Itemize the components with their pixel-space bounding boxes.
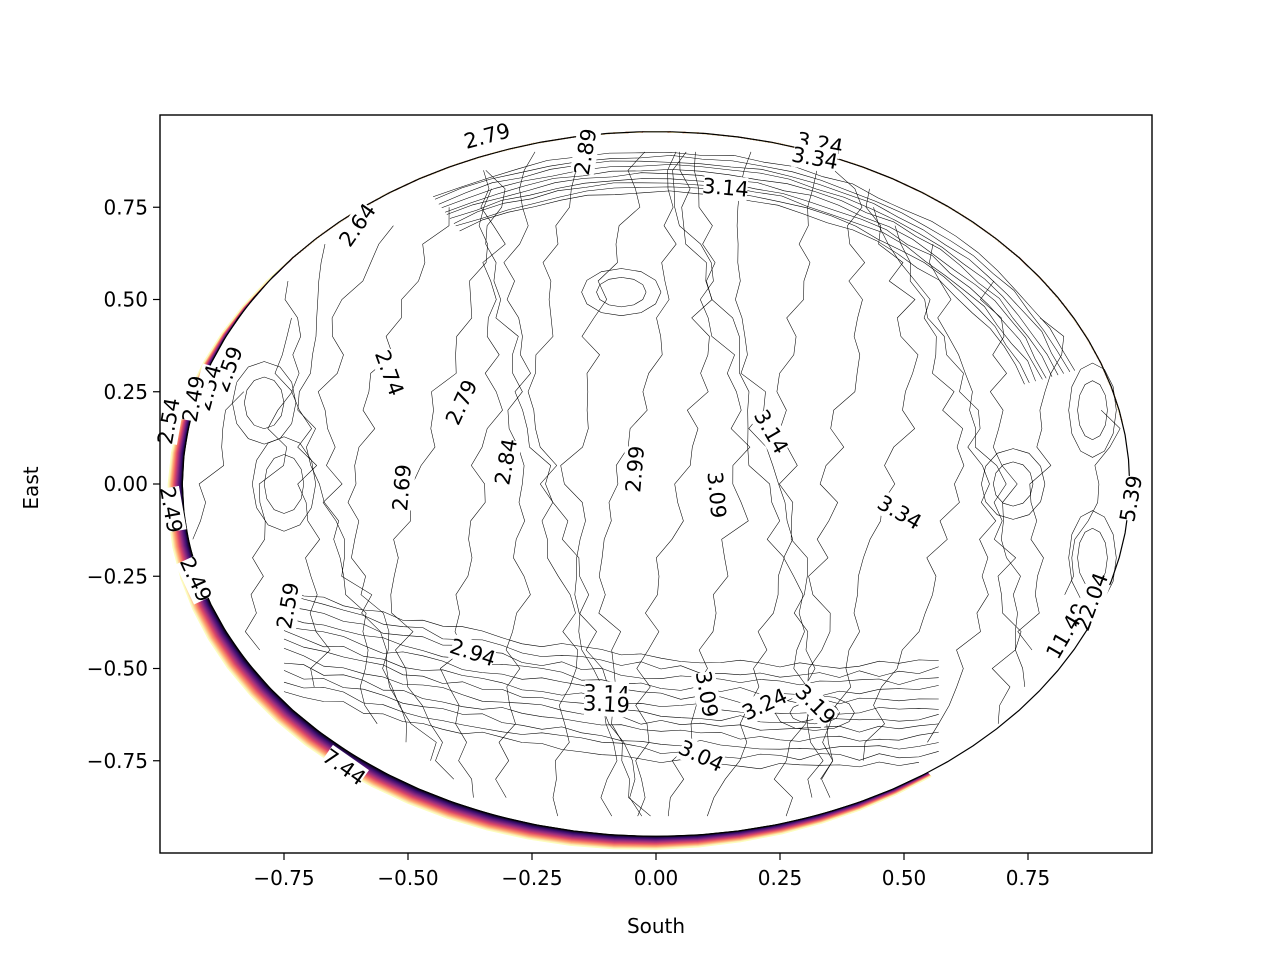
contour-label-background [676,736,727,777]
contour-line [297,244,378,724]
contour-line [485,170,531,798]
contour-label: 3.14 [701,174,750,202]
y-axis-label: East [19,466,43,509]
contour-loop [581,268,662,316]
x-tick-label: −0.75 [253,866,314,890]
contour-label-background [335,200,381,251]
contour-label-background [441,377,482,428]
contour-line [283,592,939,678]
y-tick-label: −0.50 [87,657,148,681]
contour-label-background [702,173,749,202]
contour-label-background [1072,576,1111,627]
contour-label-background [791,680,840,729]
contour-label-background [749,406,793,457]
contour-label-background [175,554,216,605]
contour-label-background [569,127,602,176]
contour-label-background [583,691,630,718]
contour-loop [993,461,1034,507]
y-tick-label: 0.00 [103,472,148,496]
x-tick-label: −0.50 [377,866,438,890]
contour-line [894,225,997,743]
contour-line [1064,410,1121,595]
contour-label-background [153,397,185,445]
contour-label-background [791,142,839,174]
contour-line [244,317,293,651]
contour-label-background [388,464,416,511]
contour-label-background [490,437,522,486]
contour-line [433,152,1076,371]
contour-line [453,182,1036,382]
contour-label-background [178,375,210,423]
contour-label-background [702,472,731,518]
x-tick-label: 0.25 [758,866,803,890]
contour-label: 2.69 [388,463,416,512]
x-tick-label: 0.50 [882,866,927,890]
x-axis-label: South [627,914,685,938]
contour-label-background [272,581,304,630]
contour-line [284,280,331,687]
contour-loop [1068,362,1117,458]
y-tick-label: 0.75 [103,195,148,219]
contour-line [445,169,1053,377]
contour-line [667,151,751,817]
contour-line [283,585,939,669]
contour-line [283,681,939,761]
contour-line [929,244,1022,724]
contour-line [283,691,919,770]
contour-label-background [155,485,187,534]
contour-loop [252,436,316,532]
contour-line [283,606,939,686]
contour-line [862,207,965,761]
contour-line [434,155,1071,373]
y-tick-label: −0.25 [87,564,148,588]
contour-line [438,160,1064,374]
x-tick-label: 0.75 [1006,866,1051,890]
contour-label: 2.99 [621,445,649,494]
contour-line [503,151,578,817]
contour-label: 3.09 [703,471,731,520]
contour-line [441,164,1059,376]
y-axis-ticks: 0.75 0.50 0.25 0.00 −0.25 −0.50 −0.75 [87,195,160,773]
contour-line [439,170,506,798]
disk-boundary [181,131,1131,837]
contour-line [283,670,939,750]
y-tick-label: 0.25 [103,380,148,404]
contour-line [347,207,450,761]
contour-label-background [621,446,650,493]
contour-line [459,190,1025,385]
contour-label: 3.19 [582,691,630,717]
contour-line [283,662,939,742]
contour-label-background [739,684,790,725]
contour-line [446,172,1047,379]
contour-loop [981,448,1046,520]
contour-label-background [448,634,498,671]
contour-loop [244,376,285,429]
contour-line [980,280,1026,687]
contour-line [192,391,244,540]
contour-line [449,178,1043,380]
x-tick-label: 0.00 [634,866,679,890]
contour-label-background [1115,474,1147,523]
contour-line [455,186,1030,384]
contour-line [635,151,713,817]
contour-label-background [690,670,723,718]
contour-line [1017,317,1065,651]
contour-loop [263,454,305,514]
x-tick-label: −0.25 [501,866,562,890]
y-tick-label: 0.50 [103,288,148,312]
x-axis-ticks: −0.75 −0.50 −0.25 0.00 0.25 0.50 0.75 [253,853,1050,890]
y-tick-label: −0.75 [87,749,148,773]
contour-loop [1077,380,1108,441]
contour-label-background [319,744,369,790]
contour-label-background [874,491,925,535]
contour-label-background [462,118,512,154]
contour-label-background [370,348,408,398]
contour-loop [596,277,647,308]
